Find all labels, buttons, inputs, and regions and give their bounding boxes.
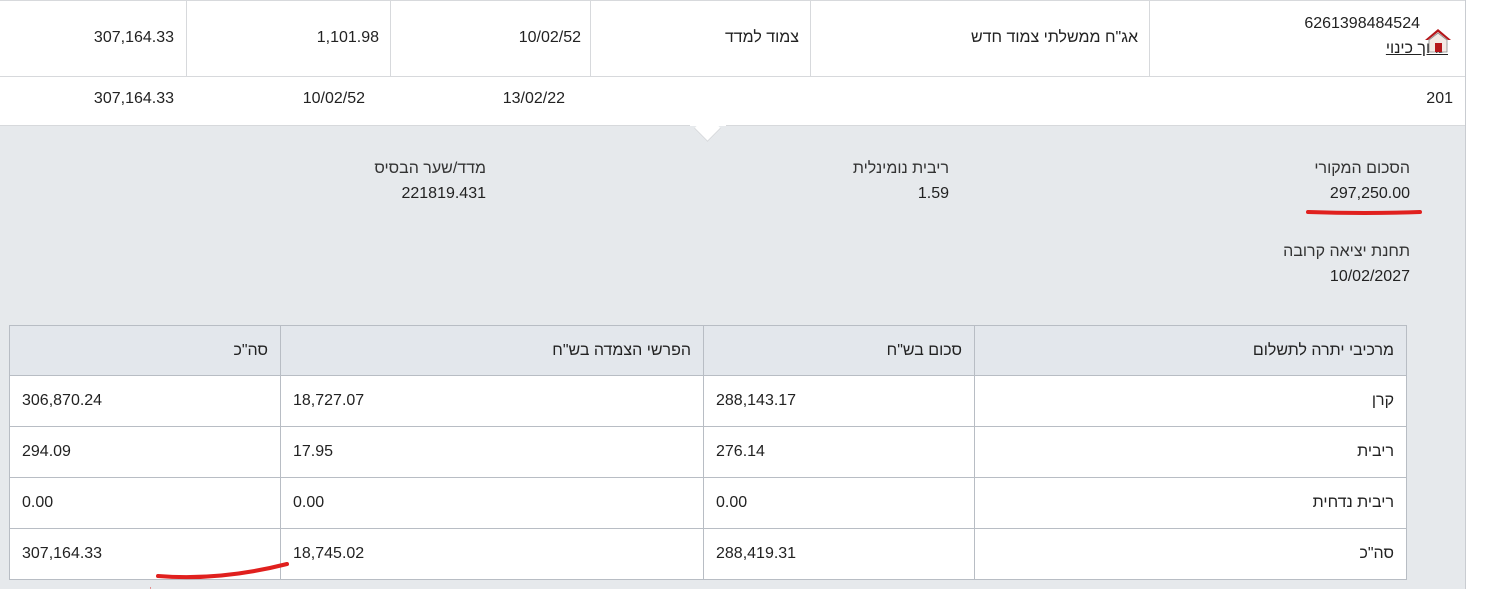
header-amount: סכום בש"ח — [703, 325, 975, 376]
nominal-interest-label: ריבית נומינלית — [852, 160, 949, 177]
row-amount: 276.14 — [703, 426, 975, 478]
cell-bond-name: אג"ח ממשלתי צמוד חדש — [810, 1, 1150, 76]
amount-b-value: 307,164.33 — [93, 29, 174, 46]
row-label: ריבית — [974, 426, 1407, 478]
table-row: ריבית נדחית 0.00 0.00 0.00 — [9, 477, 1407, 529]
row-linkage-diff: 18,745.02 — [280, 528, 704, 580]
row-linkage-diff: 18,727.07 — [280, 375, 704, 427]
row-total: 307,164.33 — [9, 528, 281, 580]
header-total: סה"כ — [9, 325, 281, 376]
cell-account: 6261398484524 — [1149, 1, 1466, 76]
table-row: ריבית 276.14 17.95 294.09 — [9, 426, 1407, 478]
sub-row-date-b: 10/02/52 — [302, 90, 365, 107]
account-number: 6261398484524 — [1304, 15, 1420, 32]
cell-amount-a: 1,101.98 — [186, 1, 391, 76]
row-linkage-diff: 17.95 — [280, 426, 704, 478]
cell-date: 10/02/52 — [390, 1, 591, 76]
next-exit-label: תחנת יציאה קרובה — [1283, 243, 1410, 260]
row-label: קרן — [974, 375, 1407, 427]
header-component: מרכיבי יתרה לתשלום — [974, 325, 1407, 376]
original-amount-label: הסכום המקורי — [1314, 160, 1410, 177]
balance-components-table: מרכיבי יתרה לתשלום סכום בש"ח הפרשי הצמדה… — [9, 325, 1407, 580]
cell-amount-b: 307,164.33 — [0, 1, 186, 76]
row-linkage-diff: 0.00 — [280, 477, 704, 529]
date-value: 10/02/52 — [518, 29, 581, 46]
next-exit-value: 10/02/2027 — [1329, 268, 1410, 285]
bond-name-value: אג"ח ממשלתי צמוד חדש — [970, 29, 1138, 46]
sub-row-amount: 307,164.33 — [93, 90, 174, 107]
sub-row-number: 201 — [1426, 90, 1453, 107]
sub-row-date-a: 13/02/22 — [502, 90, 565, 107]
original-amount-value: 297,250.00 — [1329, 185, 1410, 202]
table-header-row: מרכיבי יתרה לתשלום סכום בש"ח הפרשי הצמדה… — [9, 325, 1407, 376]
row-total: 0.00 — [9, 477, 281, 529]
row-amount: 0.00 — [703, 477, 975, 529]
deposit-summary-row[interactable]: 307,164.33 1,101.98 10/02/52 צמוד למדד א… — [0, 0, 1465, 77]
deposit-sub-row: 201 13/02/22 10/02/52 307,164.33 — [0, 76, 1465, 126]
nominal-interest-value: 1.59 — [917, 185, 949, 202]
table-row: קרן 288,143.17 18,727.07 306,870.24 — [9, 375, 1407, 427]
base-index-label: מדד/שער הבסיס — [374, 160, 486, 177]
header-linkage-diff: הפרשי הצמדה בש"ח — [280, 325, 704, 376]
row-total: 306,870.24 — [9, 375, 281, 427]
row-label: ריבית נדחית — [974, 477, 1407, 529]
row-total: 294.09 — [9, 426, 281, 478]
cell-linkage: צמוד למדד — [590, 1, 811, 76]
base-index-value: 221819.431 — [401, 185, 486, 202]
amount-a-value: 1,101.98 — [316, 29, 379, 46]
row-amount: 288,143.17 — [703, 375, 975, 427]
row-label: סה"כ — [974, 528, 1407, 580]
row-amount: 288,419.31 — [703, 528, 975, 580]
linkage-value: צמוד למדד — [724, 29, 799, 46]
table-row-total: סה"כ 288,419.31 18,745.02 307,164.33 — [9, 528, 1407, 580]
home-icon[interactable] — [1424, 26, 1452, 54]
